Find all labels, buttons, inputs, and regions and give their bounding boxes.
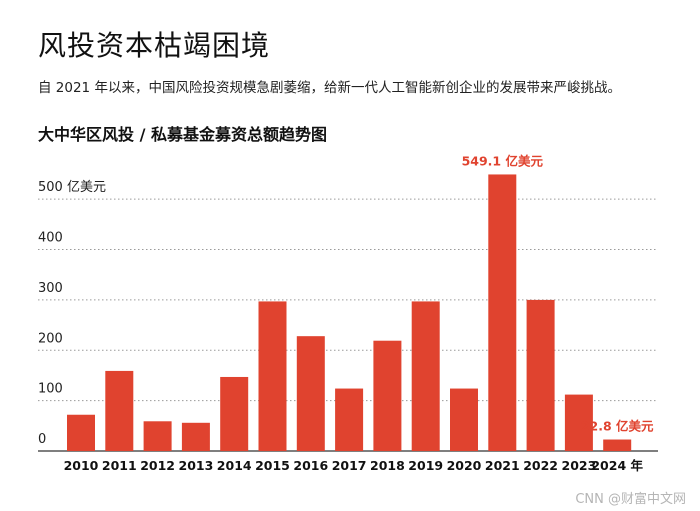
x-tick-label: 2013 bbox=[179, 458, 214, 473]
bar bbox=[603, 439, 632, 451]
y-tick-label: 300 bbox=[38, 281, 63, 296]
bar bbox=[220, 376, 249, 451]
y-tick-label: 500 亿美元 bbox=[38, 180, 106, 195]
bar bbox=[296, 336, 325, 451]
x-tick-label: 2016 bbox=[293, 458, 328, 473]
x-tick-label: 2022 bbox=[523, 458, 558, 473]
x-tick-label: 2023 bbox=[562, 458, 597, 473]
page-subtitle: 自 2021 年以来，中国风险投资规模急剧萎缩，给新一代人工智能新创企业的发展带… bbox=[38, 80, 621, 96]
x-tick-label: 2021 bbox=[485, 458, 520, 473]
x-tick-label: 2019 bbox=[408, 458, 443, 473]
bar bbox=[105, 370, 134, 451]
x-tick-label: 2015 bbox=[255, 458, 290, 473]
data-label: 22.8 亿美元 bbox=[581, 419, 654, 434]
y-tick-label: 200 bbox=[38, 331, 63, 346]
x-tick-label: 2020 bbox=[447, 458, 482, 473]
bar bbox=[488, 174, 517, 451]
page-title: 风投资本枯竭困境 bbox=[38, 29, 271, 62]
y-tick-label: 400 bbox=[38, 231, 63, 246]
bar bbox=[67, 414, 95, 451]
x-tick-label: 2014 bbox=[217, 458, 252, 473]
x-tick-label: 2010 bbox=[64, 458, 99, 473]
data-label: 549.1 亿美元 bbox=[462, 153, 544, 168]
x-tick-label: 2017 bbox=[332, 458, 367, 473]
watermark: CNN @财富中文网 bbox=[575, 488, 686, 507]
watermark-faded-text: CNN bbox=[575, 492, 604, 507]
watermark-text: @财富中文网 bbox=[607, 492, 686, 507]
x-tick-label: 2024 年 bbox=[591, 458, 643, 473]
bar bbox=[335, 388, 364, 451]
bar bbox=[258, 301, 287, 451]
y-tick-label: 0 bbox=[38, 432, 46, 447]
bar bbox=[373, 340, 402, 451]
bar bbox=[181, 422, 210, 451]
x-tick-label: 2011 bbox=[102, 458, 137, 473]
x-tick-label: 2018 bbox=[370, 458, 405, 473]
x-tick-label: 2012 bbox=[140, 458, 175, 473]
y-tick-label: 100 bbox=[38, 382, 63, 397]
bar bbox=[450, 388, 478, 451]
bar bbox=[564, 394, 593, 451]
chart-title: 大中华区风投 / 私募基金募资总额趋势图 bbox=[38, 125, 327, 144]
bar bbox=[526, 299, 555, 451]
bar bbox=[143, 421, 172, 451]
bar bbox=[411, 301, 440, 451]
